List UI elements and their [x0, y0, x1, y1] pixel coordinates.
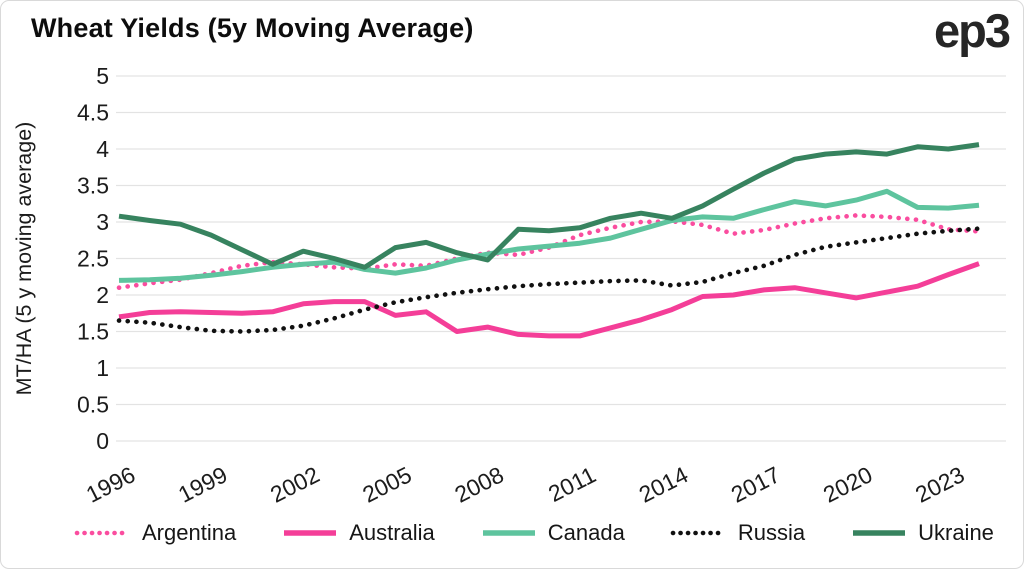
chart-legend: Argentina Australia Canada Russia Ukraine	[73, 520, 994, 546]
x-tick-label: 2017	[727, 461, 784, 507]
x-tick-label: 1996	[82, 461, 139, 507]
x-tick-label: 2020	[819, 461, 876, 507]
y-tick-label: 1	[96, 355, 109, 381]
x-tick-label: 2005	[358, 461, 415, 507]
solid-line-swatch-icon	[853, 530, 906, 536]
chart-title: Wheat Yields (5y Moving Average)	[31, 13, 474, 43]
y-tick-label: 3	[96, 209, 109, 235]
legend-label-canada: Canada	[547, 520, 625, 545]
x-tick-label: 2014	[635, 461, 693, 507]
dotted-line-swatch-icon	[74, 530, 132, 536]
solid-line-swatch-icon	[284, 530, 337, 536]
brand-logo-ep3: ep3	[934, 4, 1011, 57]
y-tick-label: 3.5	[77, 173, 109, 199]
x-tick-label: 2002	[266, 461, 323, 507]
legend-item-russia: Russia	[669, 520, 805, 546]
x-tick-label: 2023	[911, 461, 968, 507]
solid-line-swatch-icon	[482, 530, 535, 536]
dotted-line-swatch-icon	[670, 530, 728, 536]
y-tick-label: 1.5	[77, 319, 109, 345]
series-line-ukraine	[118, 142, 980, 270]
legend-label-argentina: Argentina	[142, 520, 237, 545]
x-tick-label: 1999	[174, 461, 231, 507]
legend-label-ukraine: Ukraine	[918, 520, 994, 545]
legend-item-australia: Australia	[280, 520, 435, 546]
y-tick-label: 0	[96, 428, 109, 454]
legend-label-russia: Russia	[737, 520, 806, 545]
y-tick-label: 4.5	[77, 100, 109, 126]
y-tick-label: 2.5	[77, 246, 109, 272]
legend-item-canada: Canada	[479, 520, 625, 546]
x-tick-label: 2011	[544, 461, 600, 507]
series-line-australia	[118, 261, 980, 339]
legend-label-australia: Australia	[349, 520, 435, 545]
x-tick-label: 2008	[450, 461, 507, 507]
y-tick-label: 5	[96, 63, 109, 89]
y-tick-label: 0.5	[77, 392, 109, 418]
legend-item-argentina: Argentina	[73, 520, 236, 546]
series-line-canada	[118, 188, 980, 283]
legend-item-ukraine: Ukraine	[849, 520, 994, 546]
y-tick-label: 4	[96, 136, 109, 162]
y-axis-label: MT/HA (5 y moving average)	[12, 122, 36, 396]
series-line-russia	[116, 226, 982, 334]
y-tick-label: 2	[96, 282, 109, 308]
